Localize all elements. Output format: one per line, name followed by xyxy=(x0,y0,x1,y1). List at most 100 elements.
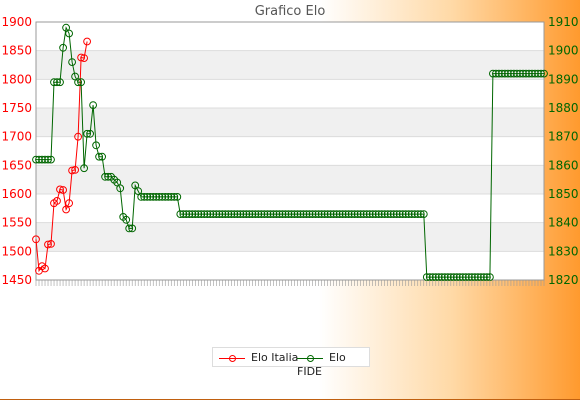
point-fide xyxy=(510,69,518,78)
point-italia xyxy=(41,264,49,273)
point-fide xyxy=(489,69,497,78)
point-fide xyxy=(516,69,524,78)
legend-label-fide: Elo FIDE xyxy=(297,351,346,378)
point-fide xyxy=(302,210,311,219)
point-fide xyxy=(50,78,58,87)
point-fide xyxy=(314,210,323,219)
right-tick-label: 1870 xyxy=(548,130,579,144)
point-fide xyxy=(53,78,61,87)
point-fide xyxy=(323,210,332,219)
point-fide xyxy=(504,69,512,78)
point-fide xyxy=(365,210,374,219)
point-fide xyxy=(185,210,194,219)
point-fide xyxy=(540,69,548,78)
point-fide xyxy=(152,193,161,201)
chart-title: Grafico Elo xyxy=(254,4,326,19)
point-fide xyxy=(98,152,106,161)
point-italia xyxy=(71,166,79,174)
point-fide xyxy=(47,155,55,164)
plot-border xyxy=(35,21,545,281)
point-fide xyxy=(80,164,88,173)
legend: Elo Italia Elo FIDE xyxy=(212,347,370,378)
point-fide xyxy=(158,193,167,201)
point-fide xyxy=(416,210,425,219)
point-fide xyxy=(374,210,383,219)
point-fide xyxy=(507,69,515,78)
point-italia xyxy=(74,132,82,141)
point-fide xyxy=(182,210,191,219)
point-fide xyxy=(338,210,347,219)
point-fide xyxy=(197,210,206,219)
point-fide xyxy=(143,193,152,201)
right-tick-label: 1850 xyxy=(548,187,579,201)
point-fide xyxy=(38,155,46,164)
point-italia xyxy=(32,235,40,244)
point-italia xyxy=(53,197,61,205)
right-tick-label: 1890 xyxy=(548,72,579,86)
point-fide xyxy=(215,210,224,219)
point-fide xyxy=(401,210,410,219)
grid-band xyxy=(36,222,544,252)
point-fide xyxy=(359,210,368,219)
right-tick-label: 1820 xyxy=(548,273,579,287)
point-fide xyxy=(257,210,266,219)
point-fide xyxy=(161,193,170,201)
point-fide xyxy=(537,69,545,78)
point-fide xyxy=(236,210,245,219)
legend-swatch-fide xyxy=(297,351,323,365)
point-fide xyxy=(251,210,260,219)
point-fide xyxy=(398,210,407,219)
point-fide xyxy=(299,210,308,219)
grid-band xyxy=(36,50,544,80)
point-fide xyxy=(86,129,94,138)
legend-item-fide: Elo FIDE xyxy=(297,351,369,378)
point-fide xyxy=(326,210,335,219)
point-fide xyxy=(320,210,329,219)
point-fide xyxy=(404,210,413,219)
point-fide xyxy=(308,210,317,219)
right-tick-label: 1830 xyxy=(548,244,579,258)
point-italia xyxy=(68,166,76,175)
point-fide xyxy=(272,210,281,219)
point-fide xyxy=(311,210,320,219)
point-fide xyxy=(188,210,197,219)
point-fide xyxy=(212,210,221,219)
grid-band xyxy=(36,108,544,137)
point-fide xyxy=(287,210,296,219)
point-fide xyxy=(281,210,290,219)
point-fide xyxy=(95,152,103,161)
point-italia xyxy=(83,37,91,46)
left-tick-label: 1650 xyxy=(1,158,32,172)
point-fide xyxy=(242,210,251,219)
point-fide xyxy=(221,210,230,219)
point-fide xyxy=(344,210,353,219)
point-fide xyxy=(74,78,82,87)
point-fide xyxy=(59,43,67,52)
point-fide xyxy=(44,155,52,164)
point-fide xyxy=(164,193,173,201)
point-fide xyxy=(278,210,287,219)
legend-swatch-italia xyxy=(219,351,245,365)
point-fide xyxy=(173,193,182,201)
point-fide xyxy=(128,224,137,233)
right-tick-label: 1880 xyxy=(548,101,579,115)
point-fide xyxy=(413,210,422,219)
point-fide xyxy=(92,141,100,150)
point-fide xyxy=(140,193,149,201)
right-tick-label: 1910 xyxy=(548,15,579,29)
point-fide xyxy=(395,210,404,219)
point-fide xyxy=(194,210,203,219)
left-tick-label: 1900 xyxy=(1,15,32,29)
point-fide xyxy=(519,69,527,78)
left-tick-label: 1800 xyxy=(1,72,32,86)
left-tick-label: 1450 xyxy=(1,273,32,287)
point-fide xyxy=(356,210,365,219)
point-fide xyxy=(32,155,40,164)
point-fide xyxy=(353,210,362,219)
left-tick-label: 1750 xyxy=(1,101,32,115)
left-tick-label: 1850 xyxy=(1,44,32,58)
point-fide xyxy=(125,224,134,233)
point-fide xyxy=(380,210,389,219)
